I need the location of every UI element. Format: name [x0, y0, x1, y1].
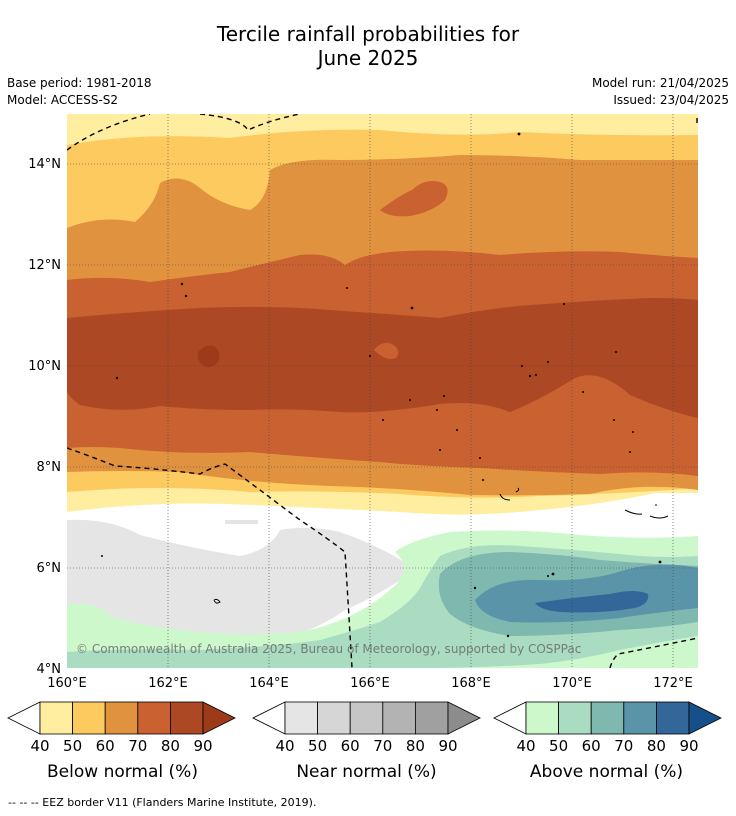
island-markers [101, 132, 662, 638]
colorbar-tick-label: 80 [161, 737, 180, 755]
graticule [67, 114, 698, 668]
above-normal-colorbar: 40 50 60 70 80 90 [493, 701, 722, 755]
eez-footnote: -- -- -- EEZ border V11 (Flanders Marine… [8, 796, 317, 809]
colorbar-segment [317, 701, 351, 735]
lat-label: 10°N [28, 359, 61, 374]
near-normal-strip [225, 520, 258, 524]
near-normal-region [67, 519, 415, 637]
issued-label: Issued: 23/04/2025 [613, 93, 729, 107]
colorbar-low-extension [7, 701, 41, 735]
colorbar-tick-label: 50 [549, 737, 568, 755]
title-line-1: Tercile rainfall probabilities for [216, 22, 520, 46]
colorbar-segment [72, 701, 106, 735]
lon-label: 162°E [148, 676, 188, 691]
colorbar-segment [558, 701, 592, 735]
model-label: Model: ACCESS-S2 [7, 93, 119, 107]
longitude-labels: 160°E 162°E 164°E 166°E 168°E 170°E 172°… [47, 676, 693, 691]
below-80-patch-north [380, 181, 448, 217]
colorbar-tick-label: 40 [275, 737, 294, 755]
below-normal-legend-title: Below normal (%) [47, 762, 198, 782]
colorbar-legends: 40 50 60 70 80 90 40 50 60 70 80 90 40 50 60 70 80 90 [7, 701, 722, 755]
map-field [67, 114, 698, 668]
colorbar-segment [382, 701, 416, 735]
below-normal-colorbar: 40 50 60 70 80 90 [7, 701, 236, 755]
lat-label: 12°N [28, 258, 61, 273]
colorbar-high-extension [447, 701, 481, 735]
base-period-label: Base period: 1981-2018 [7, 76, 152, 90]
below-80-band [67, 298, 698, 418]
near-normal-legend-title: Near normal (%) [296, 762, 437, 782]
colorbar-tick-label: 90 [679, 737, 698, 755]
colorbar-segment [590, 701, 625, 735]
colorbar-tick-label: 70 [614, 737, 633, 755]
lon-label: 170°E [552, 676, 592, 691]
colorbar-tick-label: 40 [30, 737, 49, 755]
colorbar-tick-label: 80 [406, 737, 425, 755]
colorbar-tick-label: 60 [582, 737, 601, 755]
colorbar-tick-label: 90 [193, 737, 212, 755]
title-line-2: June 2025 [317, 46, 419, 70]
colorbar-segment [414, 701, 449, 735]
colorbar-tick-label: 80 [647, 737, 666, 755]
colorbar-tick-label: 50 [308, 737, 327, 755]
lat-label: 4°N [37, 662, 62, 677]
lon-label: 168°E [451, 676, 491, 691]
colorbar-segment [137, 701, 171, 735]
colorbar-high-extension [202, 701, 236, 735]
colorbar-tick-label: 70 [373, 737, 392, 755]
model-run-label: Model run: 21/04/2025 [591, 76, 729, 90]
colorbar-tick-label: 50 [63, 737, 82, 755]
colorbar-tick-label: 60 [96, 737, 115, 755]
above-80-band [535, 591, 649, 613]
colorbar-tick-label: 70 [128, 737, 147, 755]
lat-label: 14°N [28, 157, 61, 172]
near-normal-colorbar: 40 50 60 70 80 90 [252, 701, 481, 755]
below-80-patch-west [197, 345, 220, 368]
colorbar-segment [284, 701, 318, 735]
colorbar-segment [623, 701, 657, 735]
island-outlines [213, 487, 669, 604]
lon-label: 166°E [350, 676, 390, 691]
colorbar-segment [104, 701, 139, 735]
above-normal-legend-title: Above normal (%) [529, 762, 684, 782]
colorbar-segment [169, 701, 204, 735]
lon-label: 160°E [47, 676, 87, 691]
colorbar-tick-label: 60 [341, 737, 360, 755]
lon-label: 164°E [249, 676, 289, 691]
lat-label: 8°N [37, 460, 62, 475]
eez-borders [67, 114, 698, 668]
colorbar-tick-label: 90 [438, 737, 457, 755]
colorbar-segment [39, 701, 73, 735]
colorbar-tick-label: 40 [516, 737, 535, 755]
copyright-notice: © Commonwealth of Australia 2025, Bureau… [76, 642, 581, 656]
lon-label: 172°E [653, 676, 693, 691]
colorbar-high-extension [688, 701, 722, 735]
latitude-labels: 14°N 12°N 10°N 8°N 6°N 4°N [28, 157, 61, 677]
colorbar-low-extension [252, 701, 286, 735]
below-70-patch [374, 342, 399, 359]
above-70-band [475, 564, 698, 623]
colorbar-segment [525, 701, 559, 735]
colorbar-low-extension [493, 701, 527, 735]
lat-label: 6°N [37, 561, 62, 576]
colorbar-segment [656, 701, 690, 735]
colorbar-segment [349, 701, 384, 735]
